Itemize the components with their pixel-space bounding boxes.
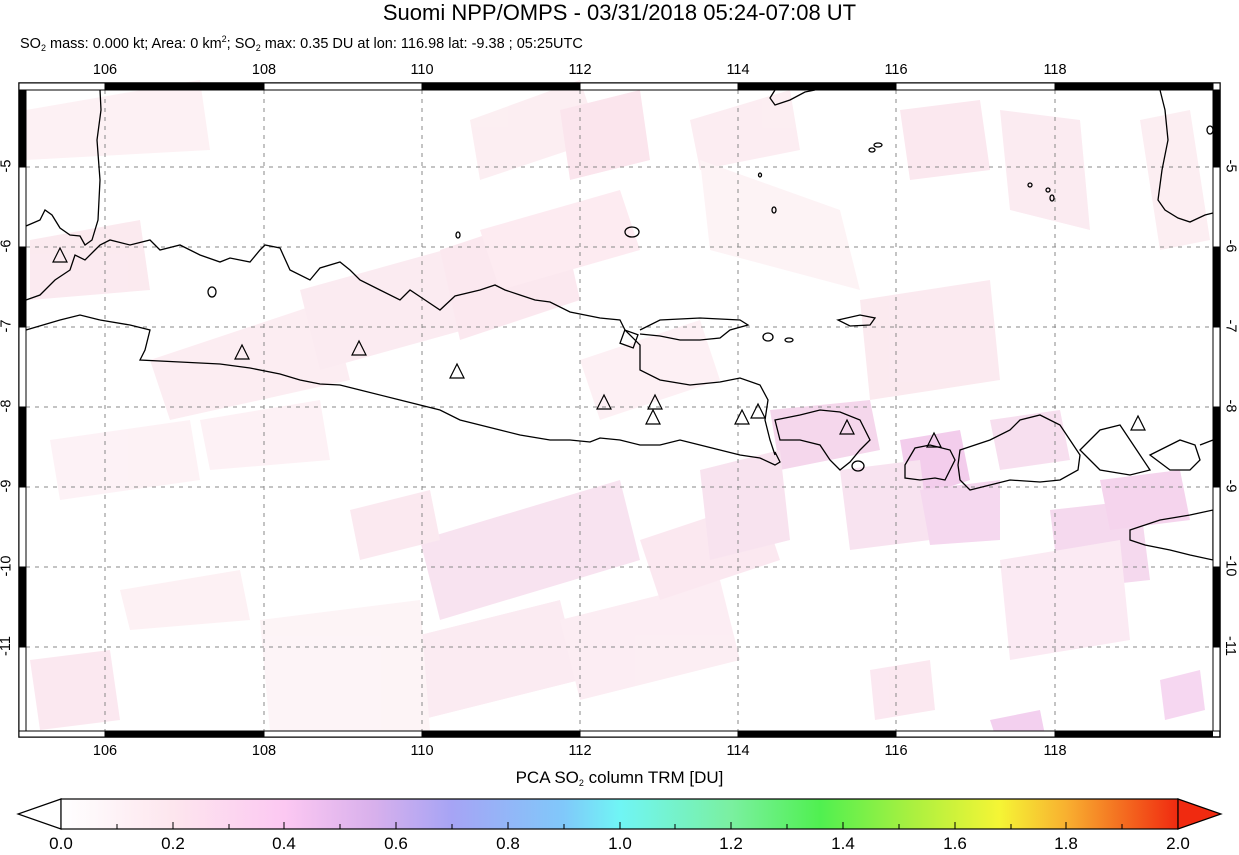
lon-tick-bottom: 114 [726, 743, 750, 759]
sumatra-coast [25, 89, 102, 246]
colorbar-tick: 2.0 [1166, 834, 1190, 853]
area-superscript: 2 [221, 34, 227, 44]
lon-tick-bottom: 118 [1043, 743, 1067, 759]
lon-tick-top: 110 [410, 62, 434, 78]
lon-tick-top: 106 [92, 62, 118, 78]
colorbar-tick: 0.8 [496, 834, 520, 853]
volcano-icon [645, 408, 661, 425]
colorbar-tick: 1.0 [608, 834, 632, 853]
colorbar-label: PCA SO2 column TRM [DU] [0, 768, 1239, 788]
lon-tick-top: 108 [251, 62, 277, 78]
madura-coast [639, 317, 750, 341]
borneo-coast [769, 89, 816, 106]
volcano-icon [449, 362, 465, 379]
volcano-icon [234, 343, 250, 360]
colorbar [16, 798, 1223, 830]
lon-tick-bottom: 112 [568, 743, 592, 759]
volcano-icon [1130, 414, 1146, 431]
plot-subtitle: SO2 mass: 0.000 kt; Area: 0 km2; SO2 max… [20, 35, 583, 57]
so2-max-prefix: ; SO [226, 36, 256, 52]
colorbar-tick: 0.2 [161, 834, 185, 853]
colorbar-max-arrow [1177, 798, 1223, 830]
lon-tick-bottom: 116 [884, 743, 908, 759]
lon-tick-bottom: 106 [92, 743, 118, 759]
lon-tick-top: 112 [568, 62, 592, 78]
so2-label: SO [20, 36, 41, 52]
colorbar-label-prefix: PCA SO [515, 768, 579, 787]
so2-pixels [26, 80, 1210, 735]
sumbawa-coast [957, 414, 1081, 491]
volcano-icon [596, 393, 612, 410]
volcano-icon [734, 408, 750, 425]
lombok-coast [904, 444, 956, 481]
colorbar-label-subscript: 2 [578, 778, 584, 788]
gridlines [26, 90, 1213, 731]
so2-max-text: max: 0.35 DU at lon: 116.98 lat: -9.38 ;… [260, 36, 583, 52]
lon-tick-top: 116 [884, 62, 908, 78]
colorbar-tick: 1.8 [1054, 834, 1078, 853]
so2-mass-text: mass: 0.000 kt; Area: 0 km [45, 36, 222, 52]
map-frame [18, 82, 1221, 738]
so2-max-subscript: 2 [255, 43, 261, 53]
bali-coast [774, 409, 871, 471]
java-south-coast [99, 319, 781, 466]
volcano-icon [351, 339, 367, 356]
colorbar-label-suffix: column TRM [DU] [583, 768, 724, 787]
volcano-icon [839, 418, 855, 435]
so2-subscript: 2 [40, 43, 46, 53]
colorbar-tick: 0.6 [384, 834, 408, 853]
lon-tick-top: 118 [1043, 62, 1067, 78]
volcano-icon [926, 431, 942, 448]
colorbar-tick: 0.0 [49, 834, 73, 853]
coastlines [25, 89, 1214, 561]
colorbar-tick: 1.4 [831, 834, 855, 853]
colorbar-tick: 1.6 [943, 834, 967, 853]
colorbar-tick: 0.4 [272, 834, 296, 853]
volcano-icon [647, 393, 663, 410]
java-north-coast [25, 239, 626, 331]
volcano-markers [52, 246, 1146, 448]
plot-title: Suomi NPP/OMPS - 03/31/2018 05:24-07:08 … [382, 0, 857, 25]
volcano-icon [52, 246, 68, 263]
lon-tick-bottom: 110 [410, 743, 434, 759]
sumba-coast [1129, 509, 1214, 561]
colorbar-min-arrow [16, 798, 62, 830]
lon-tick-top: 114 [726, 62, 750, 78]
volcano-icon [750, 402, 766, 419]
colorbar-tick: 1.2 [719, 834, 743, 853]
lon-tick-bottom: 108 [251, 743, 277, 759]
east-java-coast [624, 329, 776, 456]
